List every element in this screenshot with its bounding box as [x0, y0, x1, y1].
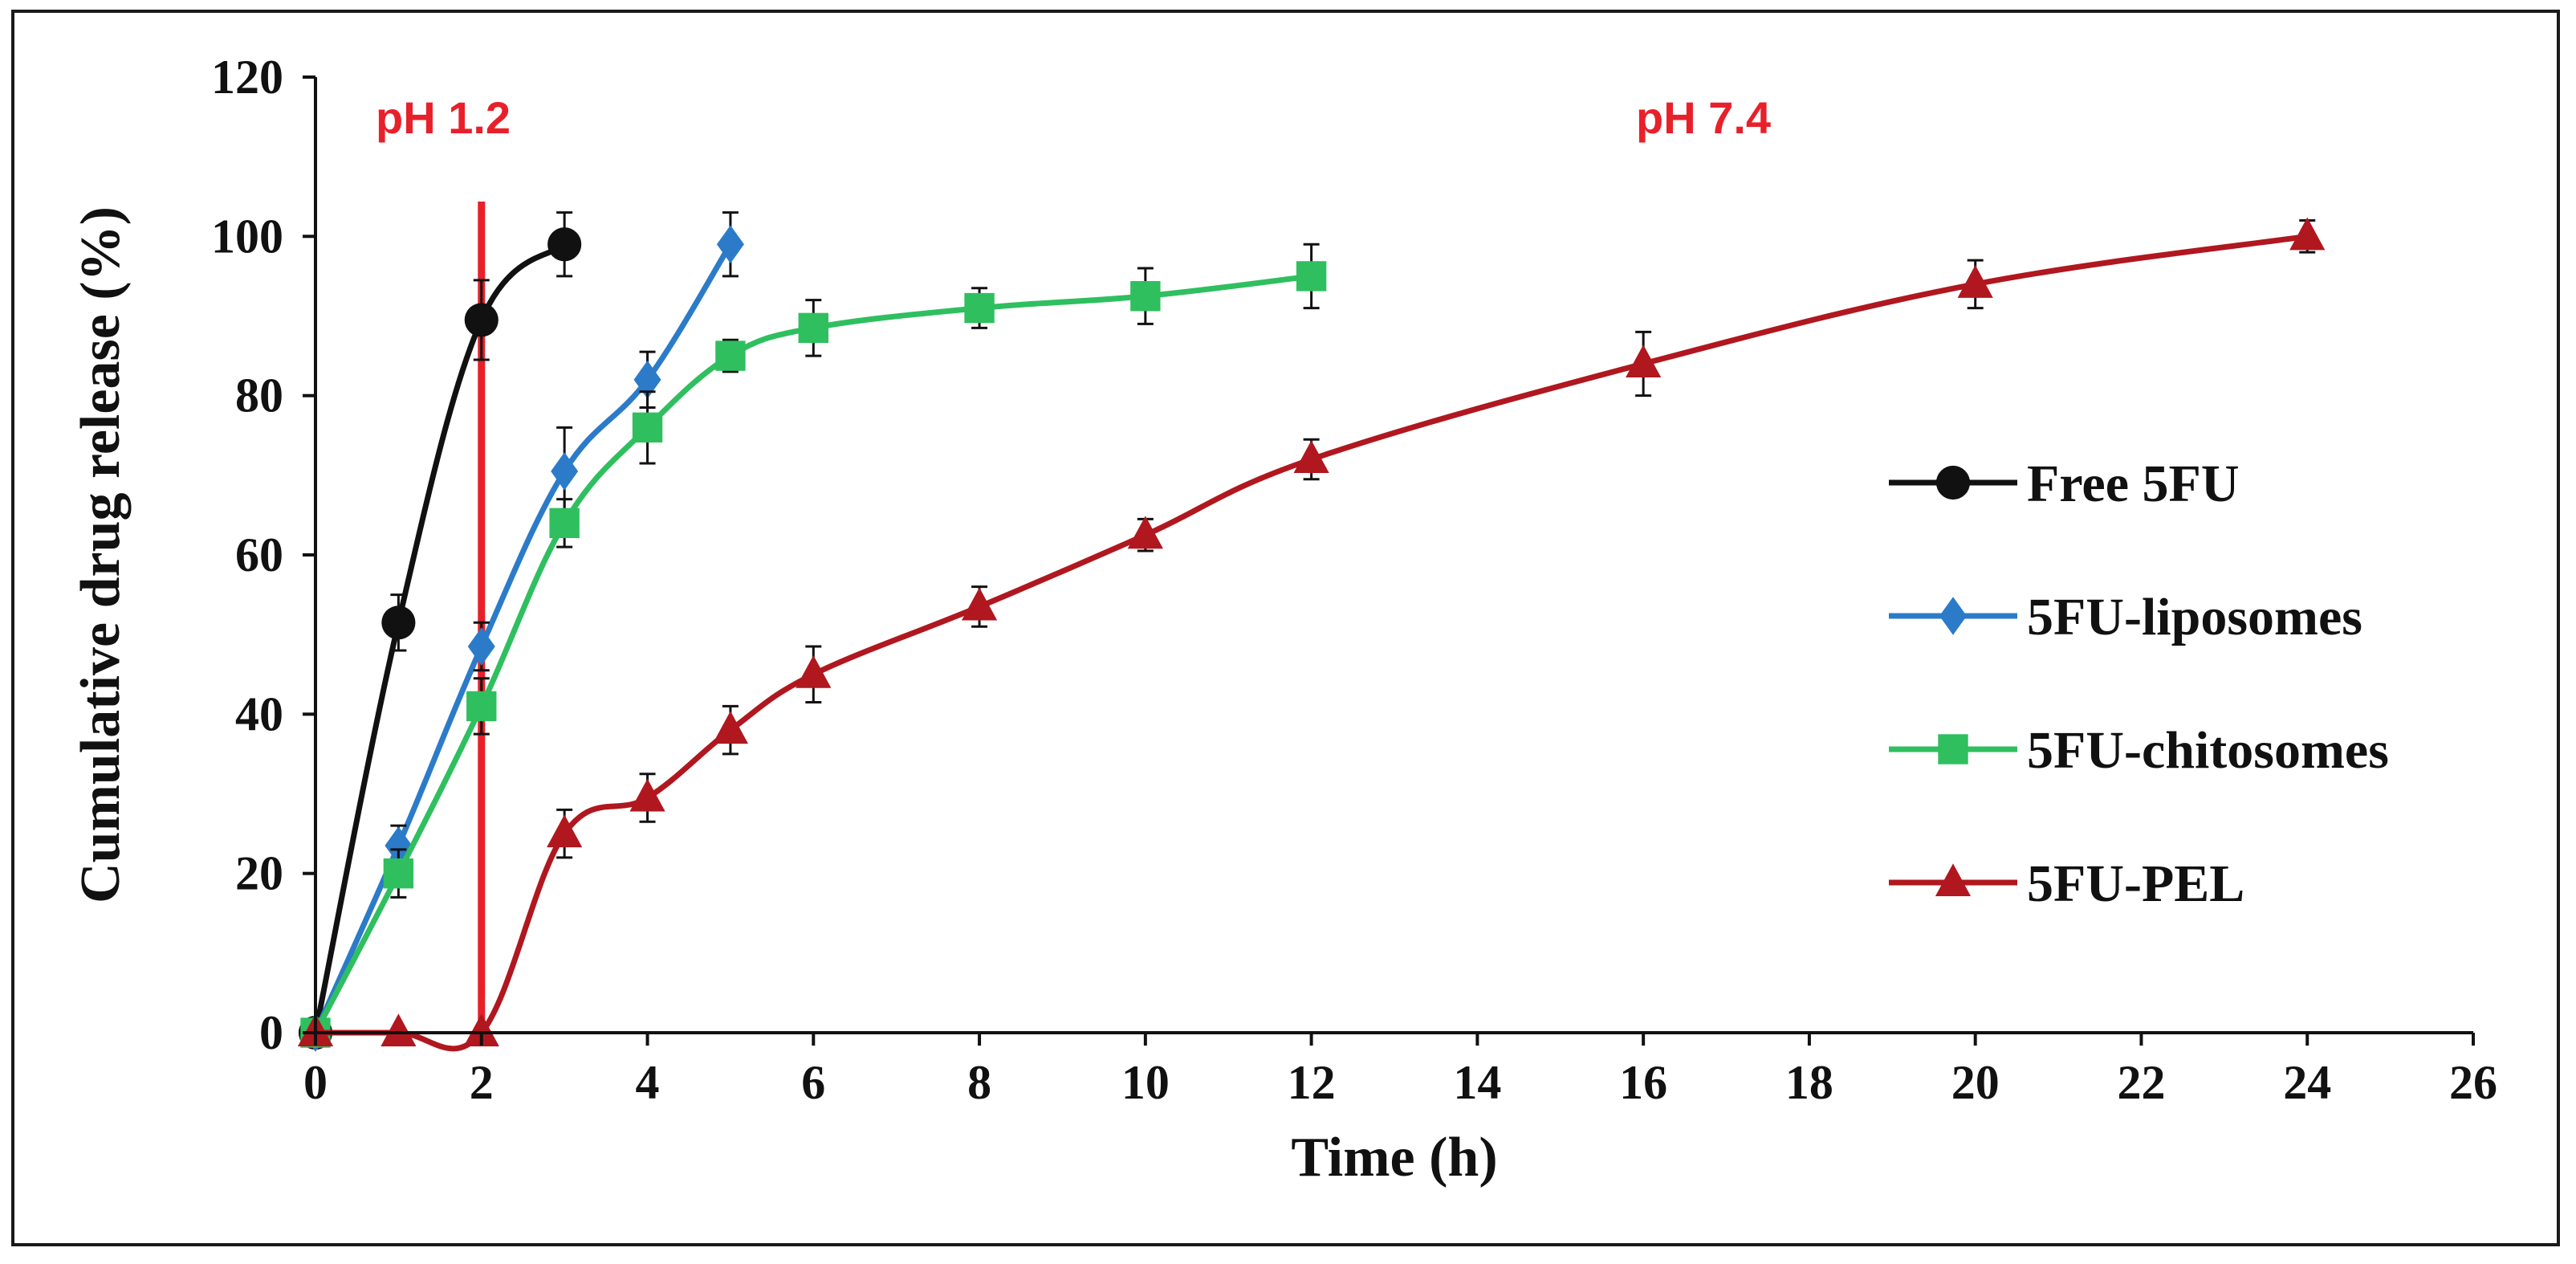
legend: Free 5FU 5FU-liposomes 5FU-chitosomes 5FU-P…: [1889, 455, 2389, 913]
data-point: [1626, 345, 1662, 377]
data-point: [547, 227, 582, 262]
y-tick-label: 40: [235, 687, 283, 740]
y-tick-label: 80: [235, 369, 283, 422]
x-tick-label: 8: [967, 1056, 991, 1109]
y-tick-label: 0: [259, 1006, 283, 1059]
series-line: [312, 273, 1312, 1034]
x-tick-label: 20: [1951, 1056, 2000, 1109]
x-tick-label: 14: [1453, 1056, 1501, 1109]
y-tick-label: 60: [235, 528, 283, 581]
data-point: [716, 225, 744, 264]
data-point: [467, 627, 495, 666]
data-point: [1127, 516, 1163, 549]
y-tick-label: 120: [211, 51, 283, 104]
data-point: [381, 605, 416, 640]
data-point: [629, 778, 665, 812]
data-point: [1293, 440, 1329, 473]
legend-swatch-marker: [1935, 465, 1971, 500]
x-tick-label: 0: [303, 1056, 328, 1109]
y-tick-label: 100: [211, 210, 283, 263]
series-line: [315, 233, 2308, 1052]
legend-swatch-marker: [1938, 734, 1968, 765]
data-point: [715, 340, 746, 371]
series-layer: [297, 211, 2326, 1052]
data-point: [380, 1013, 417, 1046]
x-tick-label: 22: [2117, 1056, 2165, 1109]
x-tick-label: 4: [636, 1056, 660, 1109]
data-point: [1296, 261, 1327, 292]
data-point: [712, 711, 749, 744]
x-tick-label: 2: [470, 1056, 494, 1109]
data-point: [466, 691, 497, 722]
y-axis-title: Cumulative drug release (%): [70, 206, 132, 903]
y-tick-label: 20: [235, 847, 283, 900]
data-point: [964, 292, 995, 324]
data-point: [547, 814, 583, 848]
legend-item: 5FU-PEL: [1889, 854, 2244, 913]
legend-item: 5FU-chitosomes: [1889, 721, 2389, 780]
legend-label: 5FU-PEL: [2027, 854, 2244, 913]
data-point: [2289, 217, 2326, 251]
legend-label: Free 5FU: [2027, 455, 2239, 513]
x-tick-label: 26: [2449, 1056, 2497, 1109]
ph-7-4-label: pH 7.4: [1636, 92, 1771, 143]
data-point: [383, 858, 414, 889]
data-point: [796, 654, 832, 688]
x-tick-label: 6: [801, 1056, 825, 1109]
data-point: [551, 452, 579, 491]
series-5fu-liposomes: [302, 211, 744, 1052]
series-5fu-chitosomes: [300, 243, 1327, 1048]
data-point: [549, 508, 580, 539]
chart-frame: 0 2 4 6 8 10 12 14 16 18 20 22 24 26 0 20 40 60 80 100 120 T…: [11, 10, 2560, 1246]
legend-label: 5FU-liposomes: [2027, 588, 2362, 646]
legend-item: 5FU-liposomes: [1889, 588, 2362, 646]
data-point: [633, 361, 661, 399]
data-point: [961, 587, 998, 621]
data-point: [1130, 281, 1161, 312]
data-point: [798, 312, 829, 344]
series-5fu-pel: [297, 217, 2326, 1052]
data-point: [1957, 265, 1993, 298]
x-tick-label: 16: [1619, 1056, 1667, 1109]
data-point: [464, 303, 499, 337]
x-tick-label: 12: [1288, 1056, 1336, 1109]
legend-label: 5FU-chitosomes: [2027, 721, 2389, 780]
series-line: [312, 242, 567, 1034]
legend-swatch-marker: [1935, 863, 1972, 896]
x-tick-label: 24: [2283, 1056, 2331, 1109]
x-tick-label: 18: [1785, 1056, 1833, 1109]
data-point: [632, 412, 663, 443]
legend-item: Free 5FU: [1889, 455, 2239, 513]
x-axis-title: Time (h): [1291, 1127, 1497, 1189]
ph-1-2-label: pH 1.2: [376, 92, 511, 143]
data-point: [463, 1013, 499, 1046]
series-free-5fu: [298, 211, 582, 1050]
legend-swatch-marker: [1939, 597, 1967, 635]
x-tick-label: 10: [1121, 1056, 1170, 1109]
